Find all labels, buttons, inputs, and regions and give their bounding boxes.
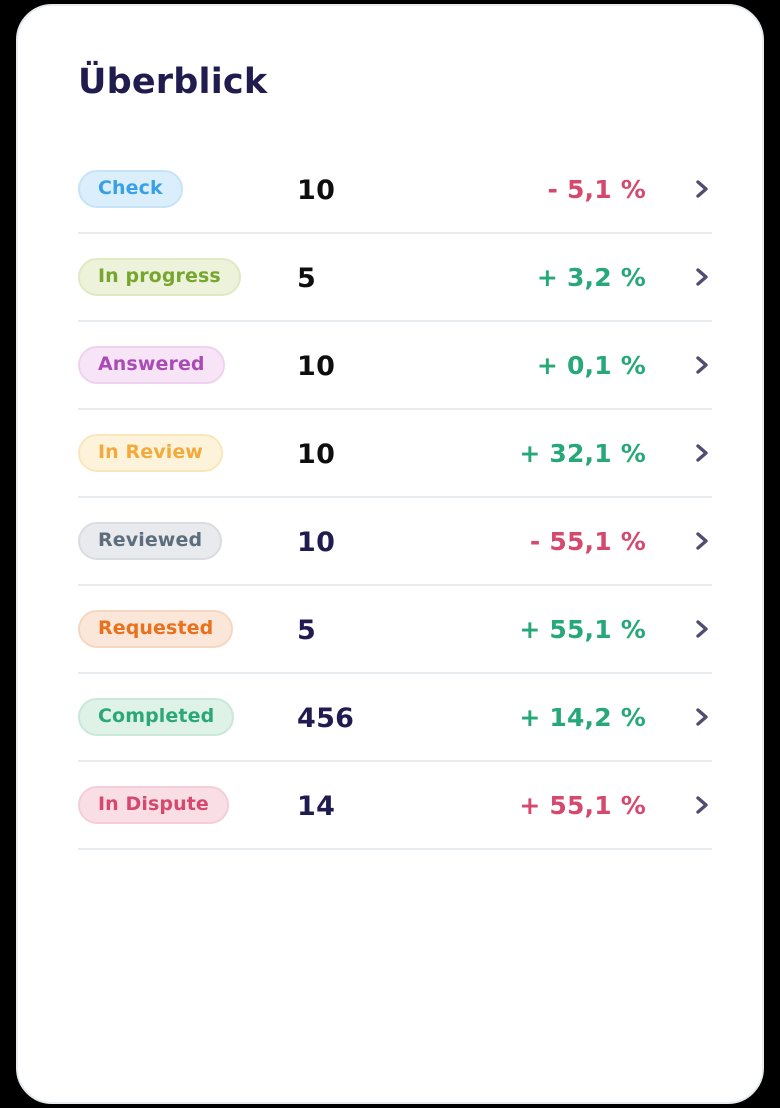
status-row[interactable]: Completed 456 + 14,2 % — [78, 674, 712, 762]
chevron-cell — [690, 442, 712, 464]
status-change: - 5,1 % — [547, 174, 646, 204]
chevron-cell — [690, 266, 712, 288]
status-change: + 55,1 % — [519, 614, 646, 644]
chevron-right-icon — [696, 708, 708, 726]
status-badge: Answered — [78, 346, 225, 384]
page-title: Überblick — [78, 62, 268, 102]
chevron-right-icon — [696, 444, 708, 462]
status-badge: In Dispute — [78, 786, 229, 824]
status-row[interactable]: Requested 5 + 55,1 % — [78, 586, 712, 674]
overview-card: Überblick Check 10 - 5,1 % In progress 5… — [16, 4, 764, 1104]
status-list: Check 10 - 5,1 % In progress 5 + 3,2 % A… — [78, 146, 712, 850]
status-count: 456 — [297, 703, 355, 734]
status-row[interactable]: Answered 10 + 0,1 % — [78, 322, 712, 410]
status-badge-cell: In progress — [78, 258, 297, 296]
status-badge-cell: Completed — [78, 698, 297, 736]
status-count: 10 — [297, 439, 336, 470]
chevron-cell — [690, 706, 712, 728]
status-badge: In Review — [78, 434, 223, 472]
status-change: + 0,1 % — [536, 350, 646, 380]
status-badge: Reviewed — [78, 522, 223, 560]
chevron-right-icon — [696, 180, 708, 198]
status-badge-cell: In Dispute — [78, 786, 297, 824]
chevron-right-icon — [696, 620, 708, 638]
status-badge-cell: Requested — [78, 610, 297, 648]
status-count: 10 — [297, 351, 336, 382]
status-count: 5 — [297, 615, 317, 646]
status-count: 10 — [297, 527, 336, 558]
status-change: + 3,2 % — [536, 262, 646, 292]
status-badge-cell: Reviewed — [78, 522, 297, 560]
status-change: + 55,1 % — [519, 790, 646, 820]
chevron-cell — [690, 178, 712, 200]
status-badge: In progress — [78, 258, 241, 296]
status-row[interactable]: Reviewed 10 - 55,1 % — [78, 498, 712, 586]
status-change: + 14,2 % — [519, 702, 646, 732]
status-badge-cell: In Review — [78, 434, 297, 472]
chevron-cell — [690, 530, 712, 552]
status-change: - 55,1 % — [529, 526, 646, 556]
status-badge: Completed — [78, 698, 235, 736]
status-row[interactable]: In Review 10 + 32,1 % — [78, 410, 712, 498]
status-badge: Requested — [78, 610, 234, 648]
chevron-right-icon — [696, 532, 708, 550]
status-count: 14 — [297, 791, 336, 822]
status-badge-cell: Check — [78, 170, 297, 208]
status-badge-cell: Answered — [78, 346, 297, 384]
status-row[interactable]: In Dispute 14 + 55,1 % — [78, 762, 712, 850]
chevron-right-icon — [696, 268, 708, 286]
chevron-cell — [690, 794, 712, 816]
status-count: 10 — [297, 175, 336, 206]
status-change: + 32,1 % — [519, 438, 646, 468]
chevron-right-icon — [696, 356, 708, 374]
chevron-right-icon — [696, 796, 708, 814]
status-count: 5 — [297, 263, 317, 294]
status-row[interactable]: In progress 5 + 3,2 % — [78, 234, 712, 322]
chevron-cell — [690, 618, 712, 640]
status-row[interactable]: Check 10 - 5,1 % — [78, 146, 712, 234]
status-badge: Check — [78, 170, 183, 208]
chevron-cell — [690, 354, 712, 376]
